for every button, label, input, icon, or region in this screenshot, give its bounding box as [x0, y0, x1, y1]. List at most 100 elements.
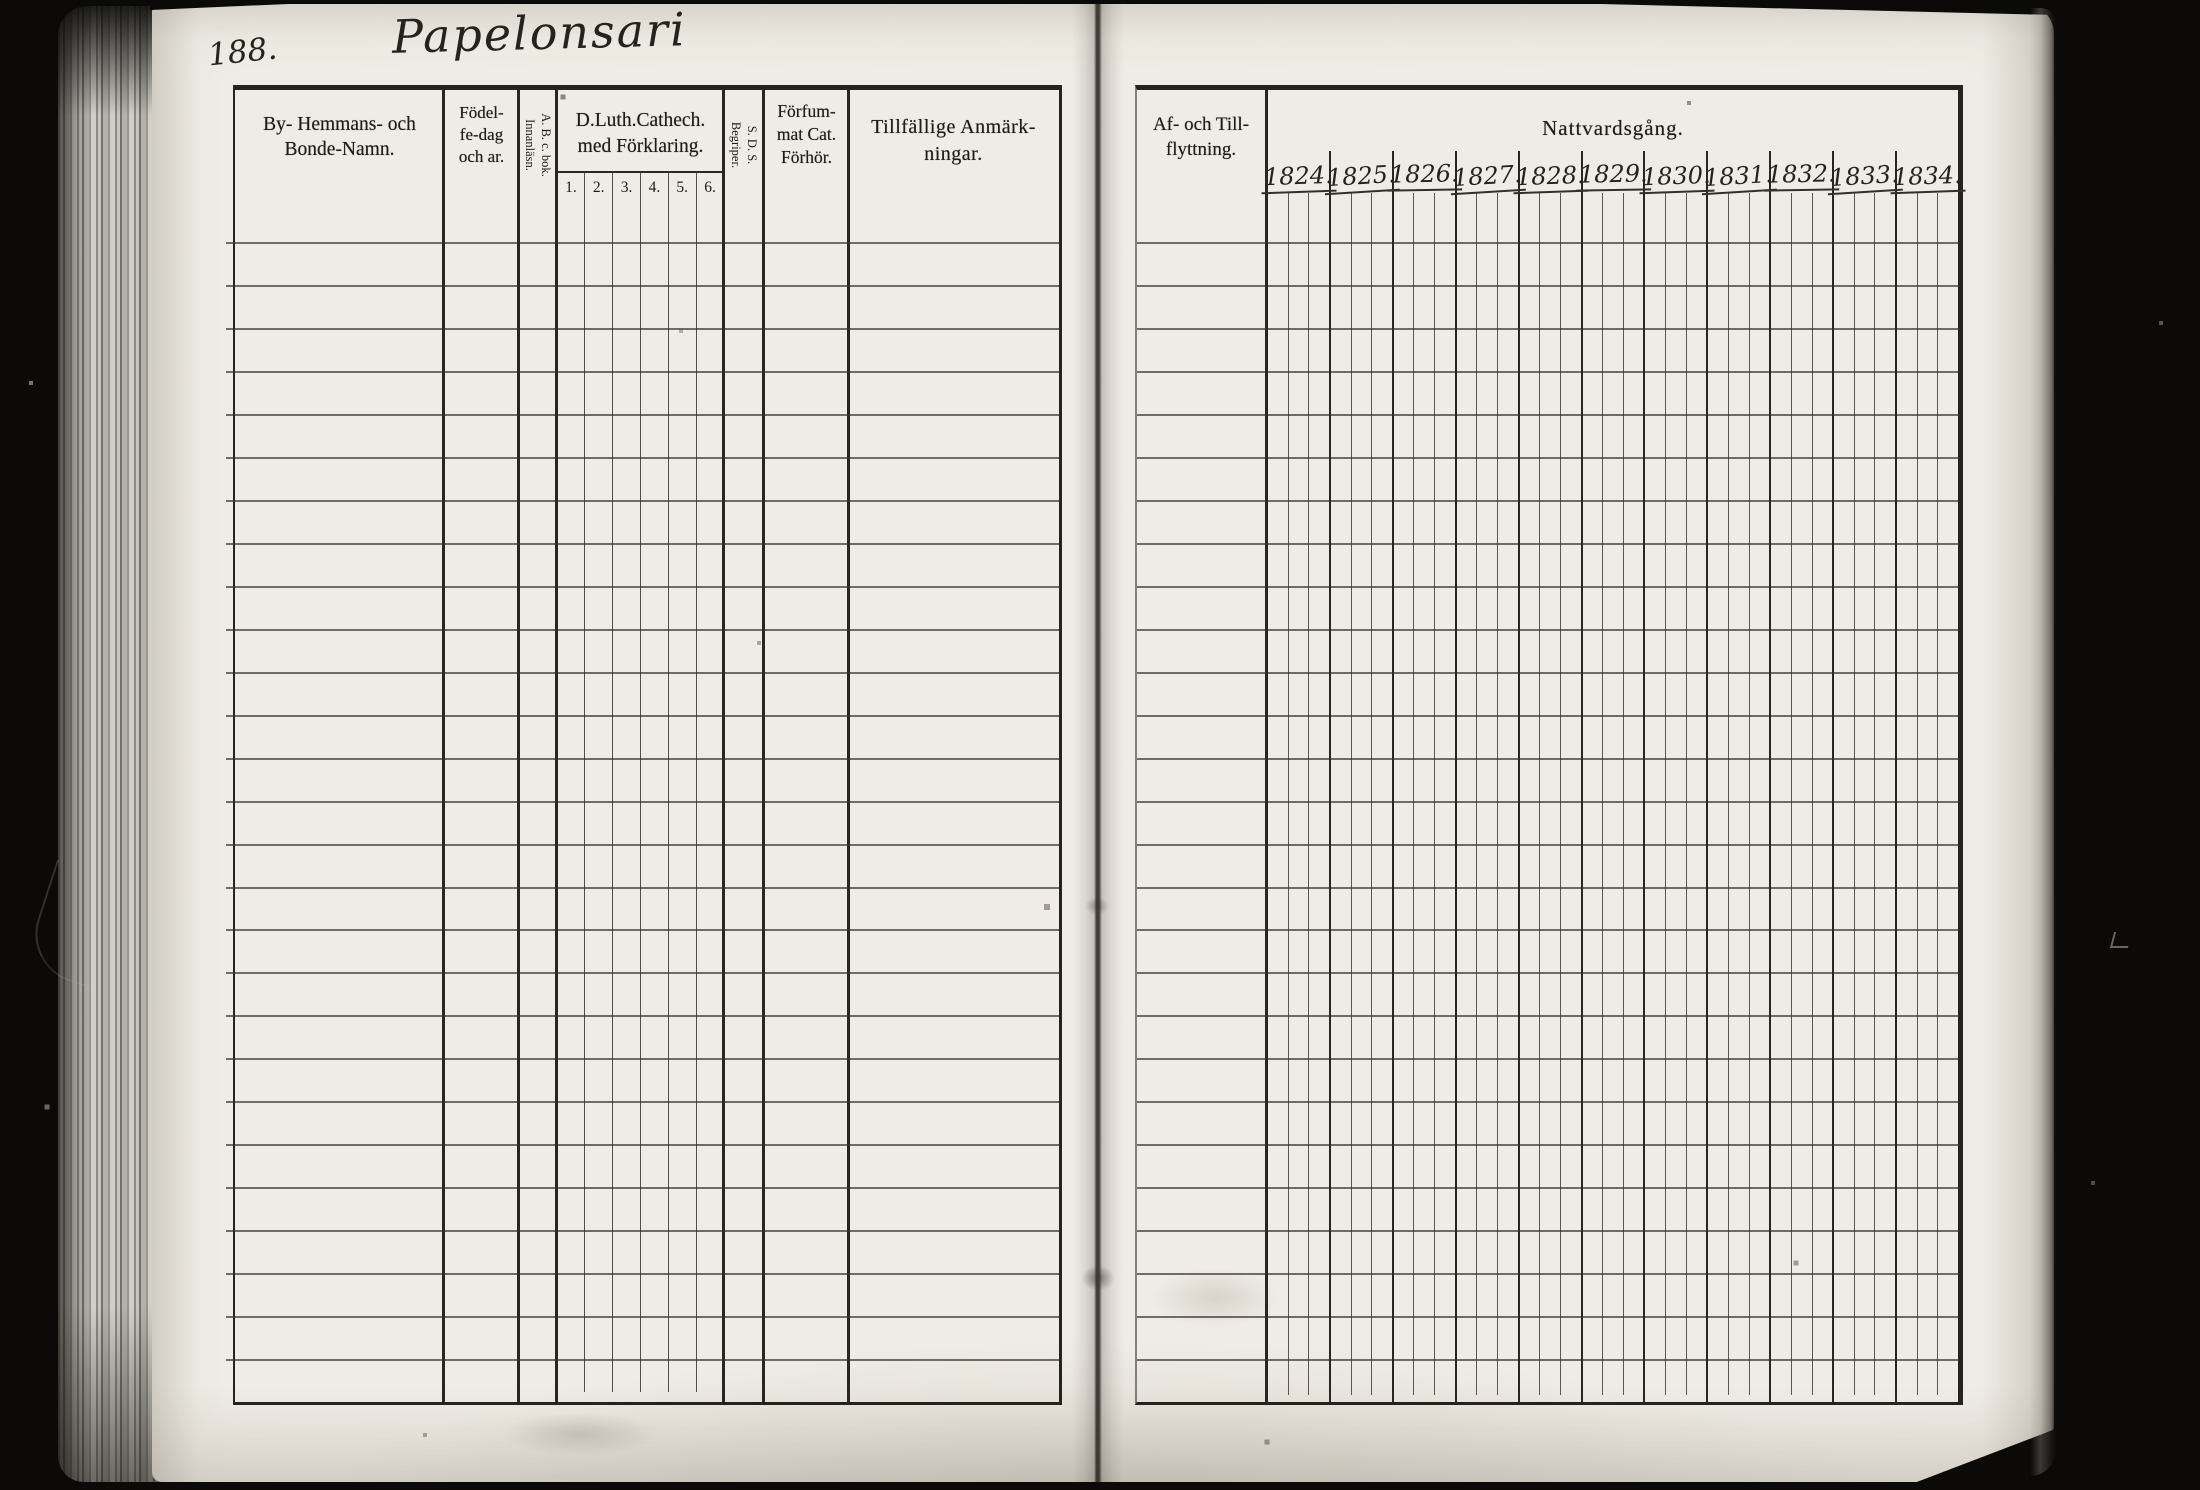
- table-row: [226, 287, 1059, 330]
- grid-subcolumn: [1897, 193, 1918, 1395]
- table-row: [1137, 201, 1960, 244]
- book-gutter: [1072, 4, 1124, 1482]
- header-name-column: By- Hemmans- och Bonde-Namn.: [235, 112, 444, 162]
- grid-subcolumn: [1813, 193, 1833, 1395]
- table-row: [226, 330, 1059, 373]
- header-line: flyttning.: [1165, 139, 1237, 160]
- column-divider: [442, 90, 445, 1402]
- ink-blot: [1080, 1264, 1116, 1292]
- grid-subcolumn: [613, 171, 641, 1392]
- grid-subcolumn: [1603, 193, 1624, 1395]
- column-divider: [517, 90, 520, 1402]
- grid-subcolumn: [1938, 193, 1958, 1395]
- table-row: [1137, 674, 1960, 717]
- year-label: 1830.: [1638, 151, 1714, 195]
- table-row: [226, 201, 1059, 244]
- header-line: Förhör.: [780, 147, 833, 167]
- handwritten-parish-title: Papelonsari: [391, 2, 688, 64]
- year-label-text: 1834.: [1889, 160, 1966, 195]
- column-divider: [555, 90, 558, 1402]
- header-communion-title: Nattvardsgång.: [1542, 116, 1684, 140]
- table-row: [1137, 974, 1960, 1018]
- right-page-table: Af- och Till- flyttning. Nattvardsgång. …: [1135, 85, 1966, 1405]
- year-label: 1831.: [1700, 151, 1778, 196]
- table-row: [226, 502, 1059, 545]
- table-row: [226, 1103, 1059, 1147]
- header-line: Födel-: [459, 103, 504, 122]
- year-label: 1825.: [1323, 151, 1400, 196]
- subcolumn-number: 2.: [592, 179, 605, 196]
- grid-subcolumn: [1708, 193, 1729, 1395]
- grid-subcolumn: [1498, 193, 1518, 1395]
- subcolumn-number: 1.: [565, 179, 577, 196]
- year-subcolumn-grid: [1645, 193, 1706, 1395]
- year-column: 1830.: [1638, 151, 1714, 1402]
- table-row: [226, 1189, 1059, 1233]
- year-subcolumn-grid: [1771, 193, 1832, 1395]
- table-row: [1137, 287, 1960, 330]
- year-column: 1831.: [1700, 151, 1778, 1402]
- table-row: [1137, 717, 1960, 760]
- table-row: [1137, 1275, 1960, 1319]
- table-row: [226, 717, 1059, 760]
- table-row: [226, 674, 1059, 717]
- header-comprehension-column: S. D. S. Begriper.: [724, 90, 764, 200]
- header-line: och ar.: [458, 147, 505, 166]
- grid-subcolumn: [1477, 193, 1498, 1395]
- scan-shadow-top-left: [150, 0, 380, 10]
- year-column: 1833.: [1826, 151, 1903, 1402]
- year-label: 1828.: [1512, 151, 1588, 195]
- ink-blot: [1084, 896, 1110, 916]
- subcolumn-number: 3.: [620, 179, 633, 196]
- header-line: S. D. S.: [745, 125, 760, 165]
- page-stack-edge: [58, 6, 162, 1482]
- year-label: 1832.: [1764, 151, 1840, 193]
- year-label: 1827.: [1448, 151, 1526, 196]
- grid-subcolumn: [1834, 193, 1855, 1395]
- year-column: 1828.: [1512, 151, 1588, 1402]
- header-line: mat Cat.: [776, 124, 837, 144]
- header-abc-book-column: A. B. c. bok. Innanläsn.: [519, 90, 557, 200]
- header-birthdate-column: Födel- fe-dag och ar.: [444, 102, 519, 168]
- table-row: [226, 760, 1059, 803]
- grid-subcolumn: [1414, 193, 1436, 1395]
- table-row: [1137, 588, 1960, 631]
- scanner-scratch: [2109, 932, 2133, 948]
- year-subcolumn-grid: [1520, 193, 1581, 1395]
- table-row: [1137, 846, 1960, 889]
- table-row: [226, 1232, 1059, 1276]
- table-row: [1137, 889, 1960, 932]
- table-row: [1137, 760, 1960, 803]
- header-line: Tillfällige Anmärk-: [871, 116, 1036, 138]
- year-column: 1827.: [1448, 151, 1526, 1402]
- header-line: Förfum-: [777, 101, 836, 121]
- table-row: [1137, 545, 1960, 588]
- grid-subcolumn: [557, 171, 585, 1392]
- table-row: [1137, 1060, 1960, 1104]
- grid-subcolumn: [1645, 193, 1667, 1395]
- grid-subcolumn: [1352, 193, 1373, 1395]
- header-line: By- Hemmans- och: [263, 114, 416, 135]
- header-line: med Förklaring.: [577, 136, 704, 157]
- grid-subcolumn: [1750, 193, 1770, 1395]
- grid-subcolumn: [1792, 193, 1813, 1395]
- header-line: Bonde-Namn.: [284, 139, 395, 160]
- rotated-header-text: S. D. S. Begriper.: [728, 122, 760, 168]
- grid-subcolumn: [1687, 193, 1707, 1395]
- table-row: [1137, 931, 1960, 975]
- header-remarks-column: Tillfällige Anmärk- ningar.: [849, 114, 1058, 168]
- table-row: [1137, 631, 1960, 674]
- table-row: [226, 889, 1059, 932]
- grid-subcolumn: [669, 171, 697, 1392]
- table-row: [226, 244, 1059, 287]
- table-row: [226, 588, 1059, 631]
- grid-subcolumn: [1855, 193, 1876, 1395]
- header-line: fe-dag: [459, 125, 504, 144]
- year-subcolumn-grid: [1457, 193, 1518, 1395]
- communion-year-columns: 1824. 1825. 1826. 1827. 1828. 1829. 1830. 1831.…: [1260, 151, 1966, 1402]
- year-column: 1825.: [1323, 151, 1400, 1402]
- table-row: [226, 545, 1059, 588]
- table-row: [1137, 1103, 1960, 1147]
- left-page-table: By- Hemmans- och Bonde-Namn. Födel- fe-d…: [226, 85, 1062, 1405]
